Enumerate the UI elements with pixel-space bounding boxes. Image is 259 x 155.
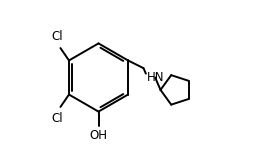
Text: Cl: Cl xyxy=(52,112,63,125)
Text: OH: OH xyxy=(90,129,107,142)
Text: Cl: Cl xyxy=(52,30,63,43)
Text: HN: HN xyxy=(147,71,164,84)
